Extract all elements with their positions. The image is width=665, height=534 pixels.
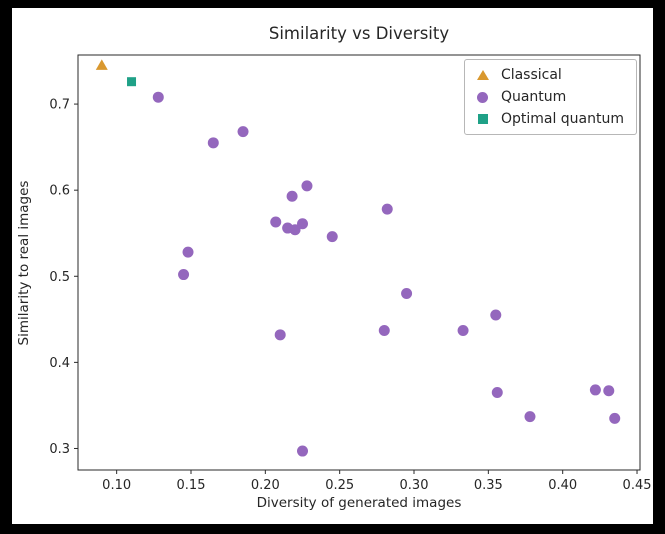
svg-text:0.35: 0.35 — [474, 478, 503, 493]
legend-entry-quantum: Quantum — [475, 89, 624, 105]
svg-text:0.7: 0.7 — [49, 98, 70, 113]
svg-text:0.4: 0.4 — [49, 356, 70, 371]
svg-text:0.20: 0.20 — [251, 478, 280, 493]
legend-label-classical: Classical — [500, 67, 562, 83]
chart-figure: 0.10 0.15 0.20 0.25 0.30 0.35 0.40 0.45 0.3 0.4 0.… — [12, 8, 653, 524]
svg-text:0.10: 0.10 — [102, 478, 131, 493]
svg-text:0.5: 0.5 — [49, 270, 70, 285]
x-axis-label: Diversity of generated images — [256, 495, 462, 511]
svg-text:0.3: 0.3 — [49, 442, 70, 457]
legend-entry-optimal-quantum: Optimal quantum — [475, 111, 624, 127]
svg-text:0.45: 0.45 — [623, 478, 652, 493]
y-axis-label: Similarity to real images — [16, 180, 32, 346]
svg-text:0.40: 0.40 — [548, 478, 577, 493]
legend: Classical Quantum Optimal quantum — [463, 59, 637, 135]
triangle-marker-icon — [476, 70, 489, 80]
svg-text:0.6: 0.6 — [49, 184, 70, 199]
legend-entry-classical: Classical — [475, 67, 624, 83]
square-marker-icon — [477, 114, 488, 124]
chart-title: Similarity vs Diversity — [268, 24, 450, 43]
svg-text:0.25: 0.25 — [325, 478, 354, 493]
legend-label-quantum: Quantum — [500, 89, 567, 105]
circle-marker-icon — [477, 91, 489, 103]
svg-text:0.30: 0.30 — [400, 478, 429, 493]
legend-label-optimal-quantum: Optimal quantum — [500, 111, 624, 127]
scatter-plot: 0.10 0.15 0.20 0.25 0.30 0.35 0.40 0.45 0.3 0.4 0.… — [49, 54, 652, 493]
svg-text:0.15: 0.15 — [177, 478, 206, 493]
